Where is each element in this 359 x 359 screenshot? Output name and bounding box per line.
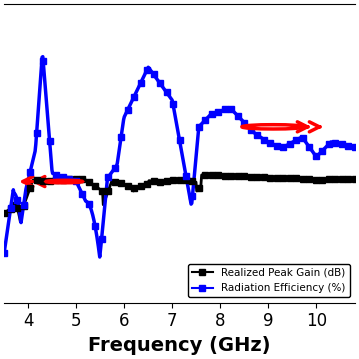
Legend: Realized Peak Gain (dB), Radiation Efficiency (%): Realized Peak Gain (dB), Radiation Effic…: [188, 264, 350, 297]
X-axis label: Frequency (GHz): Frequency (GHz): [88, 336, 271, 355]
